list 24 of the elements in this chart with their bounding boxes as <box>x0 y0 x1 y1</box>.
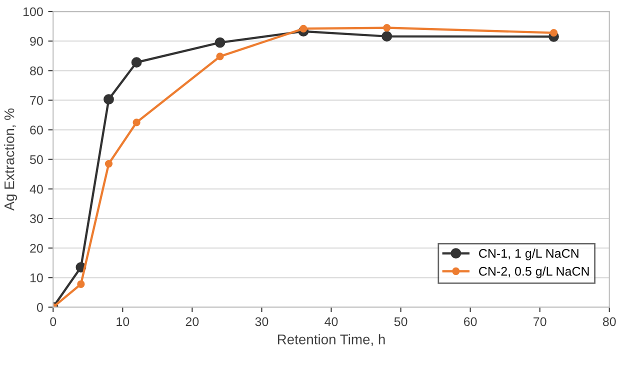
x-tick-label: 50 <box>394 317 408 326</box>
y-tick-label: 20 <box>30 244 43 253</box>
y-tick-label: 80 <box>30 66 43 76</box>
y-tick-label: 40 <box>30 184 43 194</box>
x-tick-label: 30 <box>255 317 268 326</box>
y-tick-label: 90 <box>30 36 43 46</box>
y-tick-label: 70 <box>30 96 43 105</box>
x-tick-label: 40 <box>324 317 338 326</box>
x-tick-label: 10 <box>116 317 130 326</box>
y-tick-label: 100 <box>24 7 43 16</box>
x-tick-label: 20 <box>186 317 199 326</box>
x-axis-title: Retention Time, h <box>278 334 385 346</box>
y-tick-label: 30 <box>30 214 43 224</box>
y-tick-label: 60 <box>30 126 43 134</box>
x-tick-label: 70 <box>534 317 546 326</box>
x-tick-label: 0 <box>50 317 56 326</box>
x-tick-label: 80 <box>602 317 616 326</box>
y-tick-label: 50 <box>30 155 43 164</box>
y-tick-label: 10 <box>30 273 43 282</box>
legend-label: CN-1, 1 g/L NaCN <box>479 248 578 260</box>
y-axis-title: Ag Extraction, % <box>4 108 17 211</box>
x-tick-label: 60 <box>464 317 477 326</box>
legend-label: CN-2, 0.5 g/L NaCN <box>479 266 589 278</box>
y-tick-label: 0 <box>36 303 43 312</box>
